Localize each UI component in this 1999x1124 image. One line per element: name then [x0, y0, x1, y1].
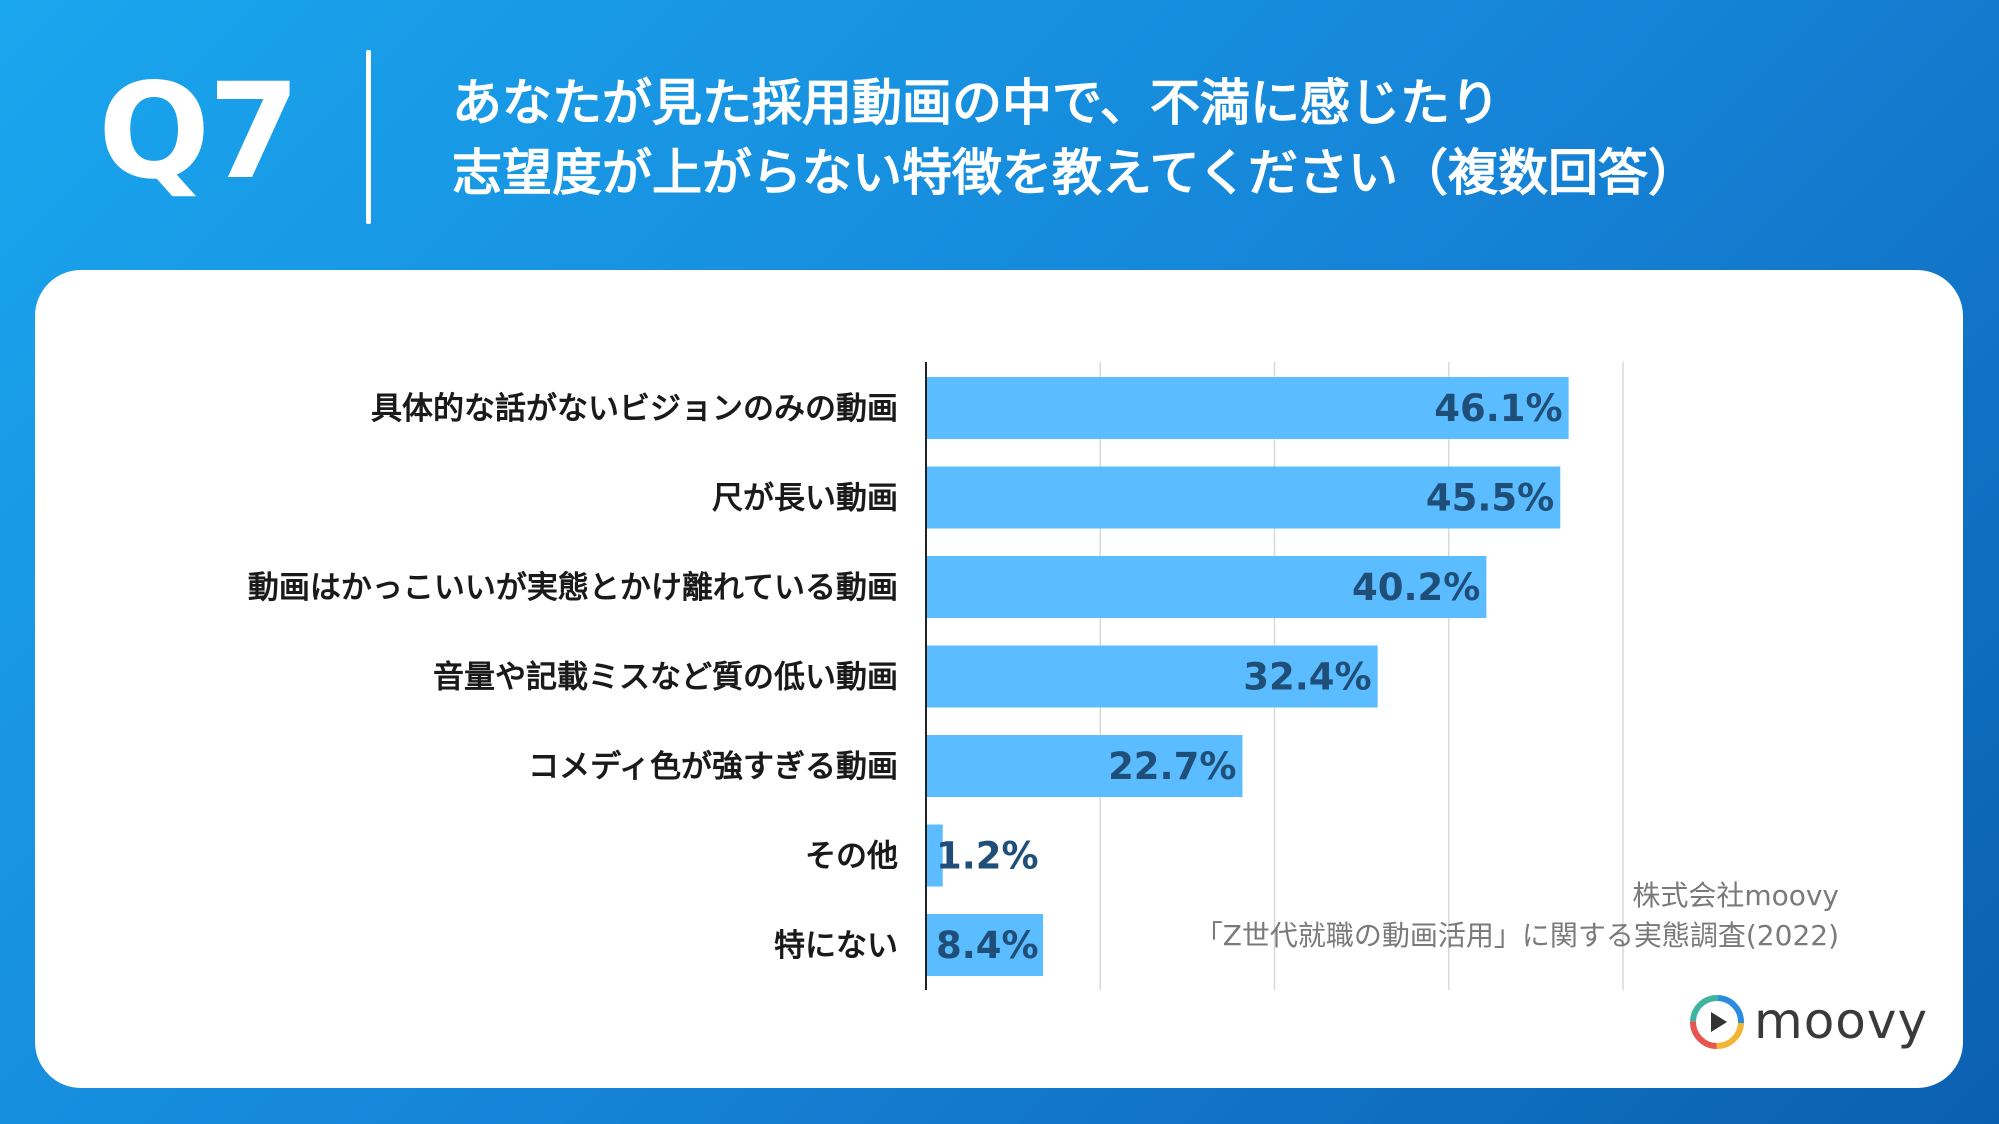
- moovy-logo: moovy: [1688, 990, 1927, 1056]
- category-label: 具体的な話がないビジョンのみの動画: [371, 391, 898, 427]
- value-label: 32.4%: [1243, 656, 1371, 699]
- bar: [926, 645, 1378, 708]
- bar: [926, 735, 1243, 797]
- header-divider: [366, 50, 371, 224]
- category-label: 尺が長い動画: [712, 481, 898, 517]
- category-label: 動画はかっこいいが実態とかけ離れている動画: [248, 570, 898, 606]
- source-survey-title: 「Z世代就職の動画活用」に関する実態調査(2022): [1194, 919, 1839, 952]
- bar: [926, 824, 943, 887]
- question-text-line-2: 志望度が上がらない特徴を教えてください（複数回答）: [452, 144, 1698, 202]
- category-label: 音量や記載ミスなど質の低い動画: [433, 660, 898, 696]
- bar: [926, 556, 1487, 618]
- logo-wordmark: moovy: [1754, 992, 1929, 1050]
- value-label: 45.5%: [1426, 477, 1554, 520]
- value-label: 1.2%: [936, 835, 1039, 878]
- play-circle-icon: [1690, 995, 1744, 1049]
- source-company: 株式会社moovy: [1632, 879, 1839, 912]
- value-label: 22.7%: [1108, 745, 1236, 788]
- bar: [926, 914, 1044, 976]
- value-label: 40.2%: [1352, 566, 1480, 609]
- bar: [926, 377, 1569, 439]
- category-label: その他: [805, 839, 898, 875]
- bar: [926, 466, 1561, 529]
- source-note: 株式会社moovy 「Z世代就職の動画活用」に関する実態調査(2022): [1195, 876, 1839, 956]
- question-text-line-1: あなたが見た採用動画の中で、不満に感じたり: [452, 74, 1500, 132]
- category-label: 特にない: [774, 928, 898, 964]
- category-label: コメディ色が強すぎる動画: [528, 749, 898, 785]
- value-label: 46.1%: [1434, 387, 1562, 430]
- value-label: 8.4%: [936, 924, 1039, 967]
- question-number: Q7: [98, 55, 300, 209]
